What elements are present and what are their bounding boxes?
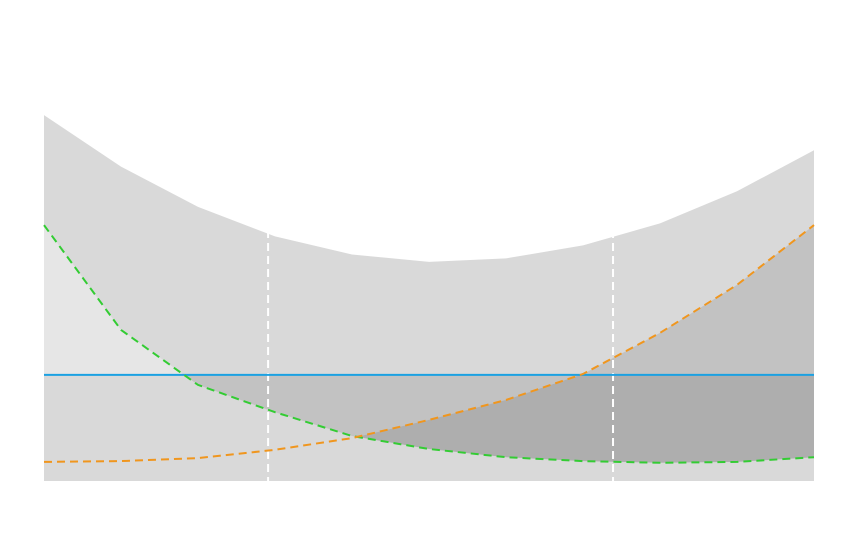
line [43, 224, 815, 463]
band-fill [44, 374, 814, 463]
band-fill [44, 225, 814, 463]
line [43, 224, 815, 464]
area [44, 115, 814, 481]
